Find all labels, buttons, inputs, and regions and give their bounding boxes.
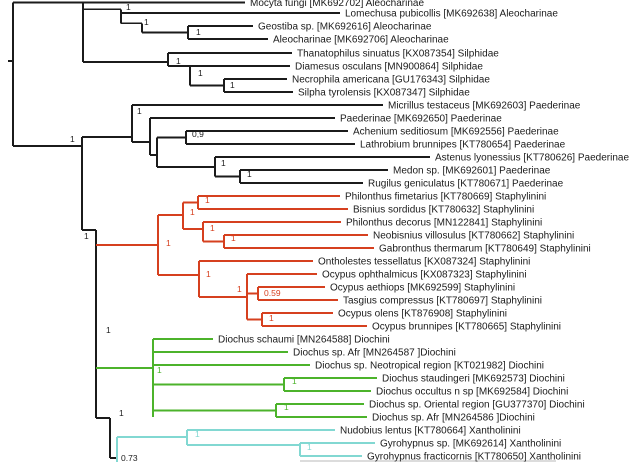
- support-value: 1: [307, 442, 312, 452]
- taxon-label: Achenium seditiosum [MK692556] Paederina…: [353, 127, 559, 138]
- taxon-label: Diochus staudingeri [MK692573] Diochini: [382, 374, 565, 385]
- taxon-label: Astenus lyonessius [KT780626] Paederinae: [435, 153, 629, 164]
- taxon-label: Diamesus osculans [MN900864] Silphidae: [295, 62, 483, 73]
- support-value: 1: [190, 207, 195, 217]
- taxon-label: Mocyta fungi [MK692702] Aleocharinae: [250, 0, 424, 9]
- taxon-label: Silpha tyrolensis [KX087347] Silphidae: [298, 88, 470, 99]
- taxon-label: Gyrohypnus sp. [MK692614] Xantholinini: [380, 439, 561, 450]
- taxon-label: Tasgius compressus [KT780697] Staphylini…: [343, 296, 542, 307]
- support-value: 1: [292, 376, 297, 386]
- support-value: 1: [195, 429, 200, 439]
- taxon-label: Geostiba sp. [MK692616] Aleocharinae: [258, 22, 432, 33]
- taxon-label: Ocypus aethiops [MK692599] Staphylinini: [330, 283, 515, 294]
- taxon-label: Medon sp. [MK692601] Paederinae: [393, 166, 551, 177]
- taxon-label: Gabronthus thermarum [KT780649] Staphyli…: [379, 244, 591, 255]
- support-value: 0,9: [192, 129, 204, 139]
- support-value: 1: [70, 134, 75, 144]
- support-value: 1: [231, 233, 236, 243]
- taxon-label: Ocypus ophthalmicus [KX087323] Staphylin…: [322, 270, 527, 281]
- support-value: 1: [221, 158, 226, 168]
- taxon-label: Diochus sp. Afr [MN264586 ]Diochini: [372, 413, 535, 424]
- support-value: 1: [205, 195, 210, 205]
- support-value: 1: [119, 408, 124, 418]
- support-value: 1: [126, 2, 131, 12]
- taxon-label: Nudobius lentus [KT780664] Xantholinini: [340, 426, 521, 437]
- taxon-label: Diochus schaumi [MN264588] Diochini: [218, 335, 390, 346]
- taxon-label: Micrillus testaceus [MK692603] Paederina…: [388, 101, 581, 112]
- support-value: 1: [106, 325, 111, 335]
- taxon-label: Lomechusa pubicollis [MK692638] Aleochar…: [345, 9, 558, 20]
- support-value: 1: [237, 284, 242, 294]
- support-value: 1: [176, 56, 181, 66]
- taxon-label: Thanatophilus sinuatus [KX087354] Silphi…: [297, 49, 499, 60]
- taxon-label: Ontholestes tessellatus [KX087324] Staph…: [318, 257, 530, 268]
- taxon-label: Paederinae [MK692650] Paederinae: [340, 114, 502, 125]
- support-value: 1: [166, 238, 171, 248]
- support-value: 1: [269, 313, 274, 323]
- taxon-label: Rugilus geniculatus [KT780671] Paederina…: [368, 179, 564, 190]
- support-value: 1: [206, 269, 211, 279]
- taxon-label: Lathrobium brunnipes [KT780654] Paederin…: [360, 140, 566, 151]
- support-value: 1: [198, 68, 203, 78]
- taxon-label: Ocypus brunnipes [KT780665] Staphylinini: [372, 322, 561, 333]
- support-value: 1: [137, 106, 142, 116]
- taxon-label: Bisnius sordidus [KT780632] Staphylinini: [353, 205, 534, 216]
- taxon-label: Diochus sp. Neotropical region [KT021982…: [315, 361, 544, 372]
- support-value: 1: [196, 27, 201, 37]
- support-value: 1: [247, 169, 252, 179]
- taxon-label: Diochus sp. Afr [MN264587 ]Diochini: [293, 348, 456, 359]
- taxon-label: Ocypus olens [KT876908] Staphylinini: [338, 309, 507, 320]
- support-value: 1: [157, 365, 162, 375]
- support-value: 1: [230, 80, 235, 90]
- taxon-label: Gyrohypnus fracticornis [KT780650] Xanth…: [367, 452, 581, 462]
- taxon-label: Aleocharinae [MK692706] Aleocharinae: [273, 35, 449, 46]
- taxon-label: Diochus sp. Oriental region [GU377370] D…: [369, 400, 585, 411]
- taxon-label: Necrophila americana [GU176343] Silphida…: [292, 75, 490, 86]
- support-value: 1: [210, 223, 215, 233]
- support-value: 1: [144, 17, 149, 27]
- support-value: 0.73: [121, 453, 138, 462]
- taxon-label: Philonthus decorus [MN122841] Staphylini…: [346, 218, 542, 229]
- taxon-label: Neobisnius villosulus [KT780662] Staphyl…: [373, 231, 574, 242]
- taxon-label: Philonthus fimetarius [KT780669] Staphyl…: [345, 192, 546, 203]
- taxon-label: Diochus occultus n sp [MK692584] Diochin…: [376, 387, 568, 398]
- support-value: 1: [84, 231, 89, 241]
- support-value: 0.59: [264, 288, 281, 298]
- support-value: 1: [284, 402, 289, 412]
